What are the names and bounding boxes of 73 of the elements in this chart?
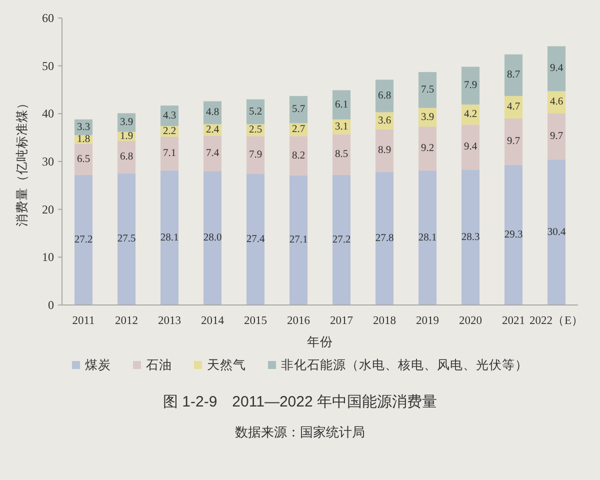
y-tick-label: 50 <box>42 58 54 73</box>
data-label: 28.1 <box>418 232 437 244</box>
data-label: 2.7 <box>292 124 306 136</box>
data-label: 3.9 <box>420 112 434 123</box>
data-label: 9.7 <box>506 136 520 148</box>
data-label: 8.7 <box>506 70 520 81</box>
data-label: 7.1 <box>162 148 176 160</box>
data-label: 8.9 <box>378 145 392 156</box>
x-tick-label: 2015 <box>244 315 268 327</box>
data-label: 6.5 <box>76 154 90 165</box>
data-label: 2.4 <box>206 124 220 136</box>
data-label: 8.5 <box>334 149 348 160</box>
legend-label: 石油 <box>146 358 172 372</box>
data-label: 28.1 <box>160 232 179 244</box>
x-tick-label: 2017 <box>330 315 354 327</box>
text: 图 1-2-9 2011—2022 年中国能源消费量 <box>163 394 437 410</box>
data-label: 6.8 <box>378 90 392 102</box>
x-tick-label: 2022（E） <box>529 315 584 327</box>
data-label: 7.4 <box>206 148 220 159</box>
data-label: 7.9 <box>248 150 262 161</box>
x-tick-label: 2020 <box>459 315 482 327</box>
y-tick-label: 20 <box>42 202 54 216</box>
data-label: 6.8 <box>120 152 134 163</box>
data-label: 3.6 <box>378 115 392 126</box>
data-label: 3.9 <box>120 117 134 128</box>
legend-label: 非化石能源（水电、核电、风电、光伏等） <box>281 358 528 372</box>
data-label: 5.7 <box>292 104 306 116</box>
x-tick-label: 2011 <box>72 315 96 327</box>
data-label: 28.0 <box>203 232 222 244</box>
x-tick-label: 2021 <box>502 315 526 327</box>
data-label: 30.4 <box>547 226 566 238</box>
data-label: 28.3 <box>461 232 480 243</box>
data-label: 9.4 <box>550 63 564 74</box>
legend-label: 天然气 <box>207 358 246 372</box>
data-label: 27.4 <box>246 234 266 245</box>
data-label: 27.8 <box>375 233 394 244</box>
y-tick-label: 0 <box>48 298 54 312</box>
data-label: 5.2 <box>248 106 262 118</box>
x-axis-title: 年份 <box>307 335 333 349</box>
data-label: 27.5 <box>117 234 136 245</box>
data-label: 6.1 <box>334 99 348 110</box>
data-label: 9.4 <box>464 142 478 153</box>
y-tick-label: 10 <box>42 250 54 264</box>
data-label: 8.2 <box>292 150 306 162</box>
data-label: 2.5 <box>248 124 262 136</box>
data-label: 2.2 <box>162 126 176 137</box>
source-note: 数据来源：国家统计局 <box>235 424 365 440</box>
x-tick-label: 2016 <box>287 315 310 327</box>
legend-label: 煤炭 <box>85 358 111 372</box>
x-tick-label: 2012 <box>115 315 138 327</box>
data-label: 7.5 <box>420 84 434 96</box>
data-label: 1.9 <box>120 130 134 142</box>
data-label: 4.6 <box>550 96 564 108</box>
y-axis-title: 消费量（亿吨标准煤） <box>15 96 29 226</box>
data-label: 4.3 <box>162 110 176 122</box>
y-tick-label: 60 <box>42 11 54 25</box>
data-label: 1.8 <box>76 134 90 145</box>
x-tick-label: 2013 <box>158 315 182 327</box>
x-tick-label: 2019 <box>416 315 440 327</box>
data-label: 4.2 <box>464 109 478 120</box>
y-tick-label: 40 <box>42 106 54 121</box>
x-tick-label: 2018 <box>373 315 396 327</box>
data-label: 29.3 <box>504 229 523 240</box>
data-label: 9.2 <box>420 143 434 154</box>
data-label: 7.9 <box>464 80 478 92</box>
data-label: 27.1 <box>289 234 308 246</box>
data-label: 9.7 <box>550 130 564 142</box>
data-label: 4.7 <box>506 102 520 113</box>
data-label: 4.8 <box>206 107 220 118</box>
x-tick-label: 2014 <box>201 315 224 327</box>
data-label: 27.2 <box>332 234 351 246</box>
y-tick-label: 30 <box>42 154 54 168</box>
data-label: 27.2 <box>74 234 93 246</box>
